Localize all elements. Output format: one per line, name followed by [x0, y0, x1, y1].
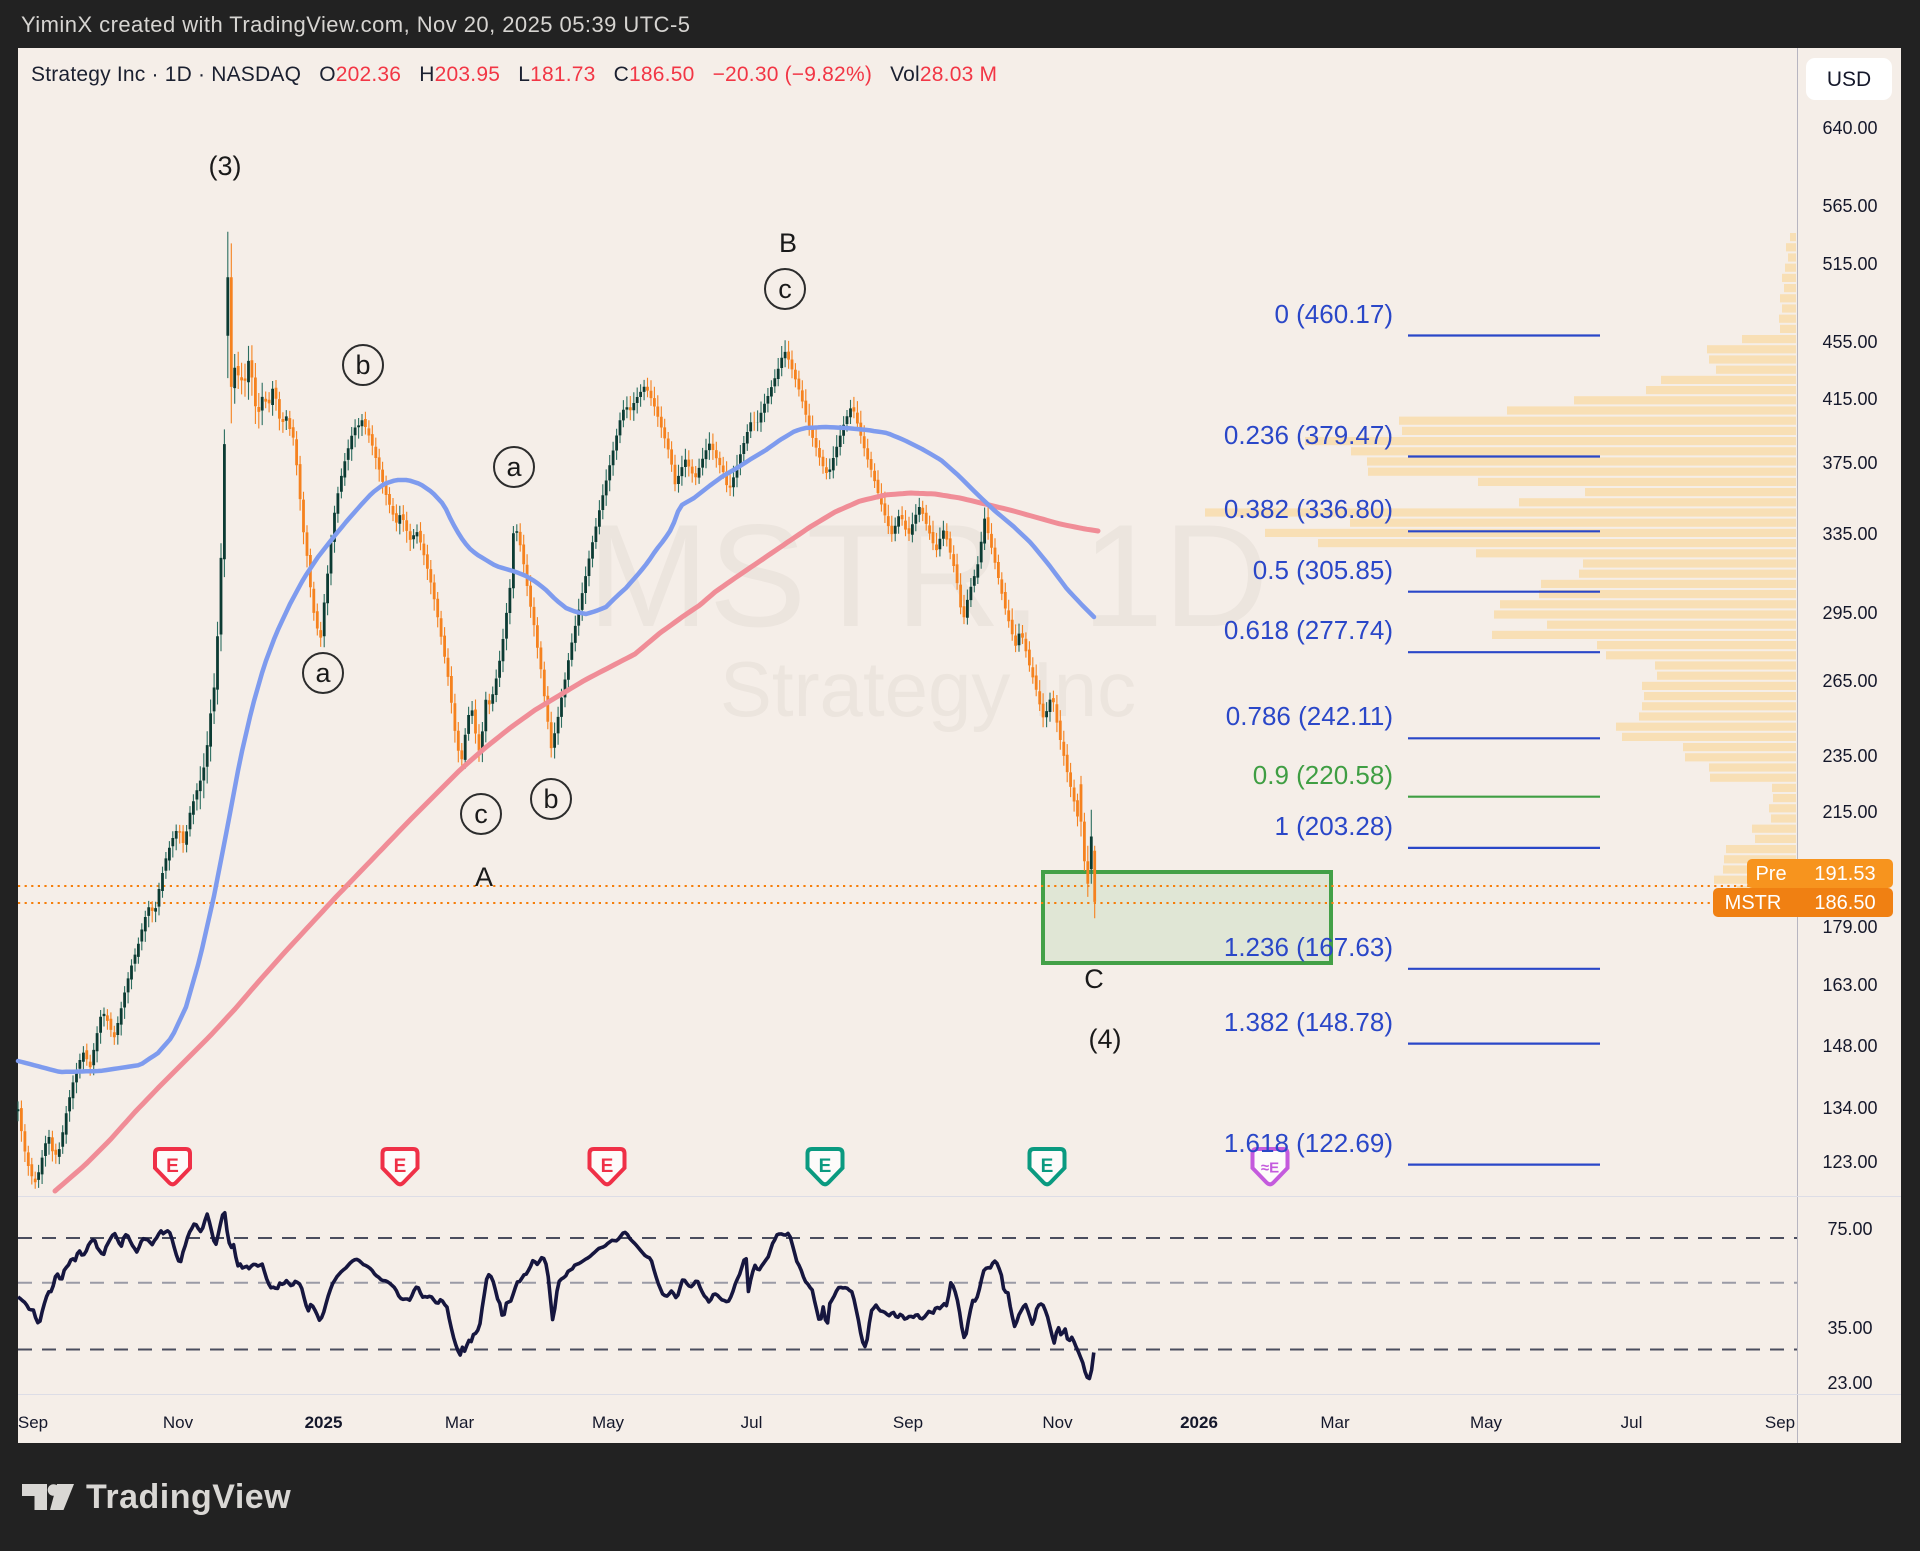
svg-text:191.53: 191.53: [1814, 863, 1875, 885]
svg-text:Pre: Pre: [1755, 863, 1786, 885]
svg-text:E: E: [394, 1156, 407, 1177]
svg-text:E: E: [166, 1156, 179, 1177]
svg-text:E: E: [1041, 1156, 1054, 1177]
svg-text:≈E: ≈E: [1261, 1160, 1279, 1177]
svg-text:E: E: [601, 1156, 614, 1177]
svg-text:c: c: [474, 799, 488, 829]
svg-text:A: A: [475, 862, 493, 892]
svg-text:C: C: [1084, 964, 1104, 994]
svg-text:(4): (4): [1089, 1024, 1122, 1054]
svg-text:b: b: [543, 784, 558, 814]
svg-text:(3): (3): [209, 151, 242, 181]
svg-text:E: E: [819, 1156, 832, 1177]
svg-text:b: b: [355, 350, 370, 380]
svg-text:a: a: [315, 658, 331, 688]
svg-text:a: a: [506, 452, 522, 482]
svg-text:MSTR: MSTR: [1725, 892, 1782, 914]
svg-text:c: c: [778, 274, 792, 304]
svg-text:TradingView: TradingView: [86, 1478, 291, 1516]
svg-text:USD: USD: [1827, 68, 1871, 91]
svg-text:B: B: [779, 228, 797, 258]
svg-text:186.50: 186.50: [1814, 892, 1875, 914]
